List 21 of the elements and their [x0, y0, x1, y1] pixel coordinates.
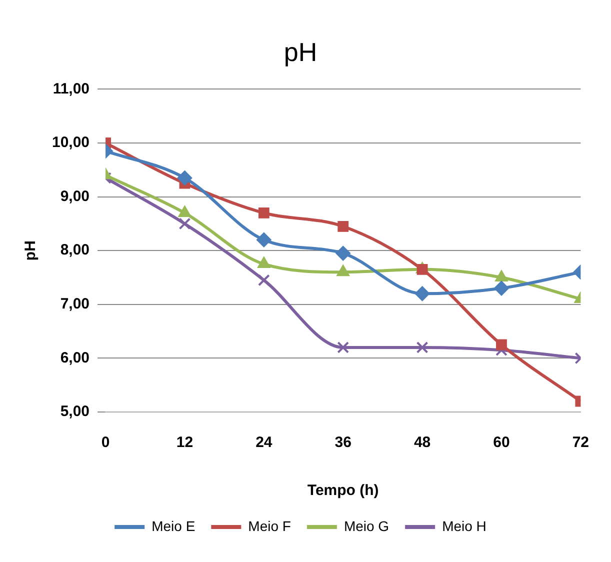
x-tick-label: 60 — [493, 434, 510, 452]
x-tick-label: 36 — [334, 434, 352, 452]
y-tick-label: 8,00 — [60, 242, 90, 259]
x-tick-label: 72 — [572, 434, 589, 452]
y-tick-label: 7,00 — [60, 296, 90, 313]
legend-label: Meio E — [152, 518, 196, 534]
legend-label: Meio H — [442, 518, 486, 534]
x-axis-title: Tempo (h) — [307, 482, 379, 500]
chart-title: pH — [284, 36, 318, 67]
x-tick-label: 12 — [176, 434, 194, 452]
y-tick-label: 6,00 — [60, 349, 90, 366]
y-tick-label: 5,00 — [60, 403, 90, 420]
y-axis-title: pH — [22, 240, 40, 261]
y-tick-label: 10,00 — [52, 134, 90, 152]
legend-label: Meio G — [344, 518, 390, 534]
x-tick-label: 48 — [414, 434, 431, 452]
y-tick-label: 11,00 — [52, 80, 90, 98]
legend-label: Meio F — [248, 518, 291, 534]
y-tick-label: 9,00 — [60, 188, 90, 205]
x-tick-label: 24 — [256, 434, 273, 452]
x-tick-label: 0 — [101, 434, 110, 452]
